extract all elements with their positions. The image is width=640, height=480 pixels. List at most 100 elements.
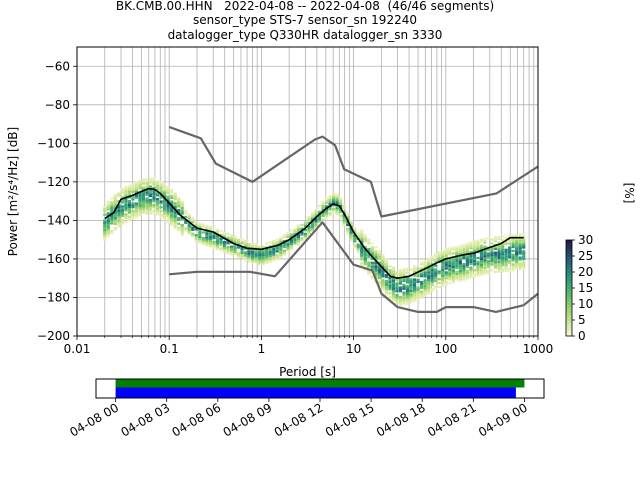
psd-density-cell	[384, 268, 389, 271]
psd-density-cell	[342, 210, 346, 213]
psd-density-cell	[163, 206, 167, 209]
psd-density-cell	[476, 260, 480, 263]
psd-density-cell	[198, 230, 202, 233]
psd-density-cell	[332, 196, 336, 199]
psd-density-cell	[381, 257, 385, 261]
psd-density-cell	[198, 224, 202, 227]
psd-density-cell	[434, 287, 438, 290]
psd-density-cell	[522, 240, 526, 243]
psd-density-cell	[346, 216, 350, 219]
psd-density-cell	[430, 278, 434, 281]
psd-density-cell	[289, 235, 293, 238]
psd-density-cell	[240, 238, 244, 241]
psd-density-cell	[205, 224, 209, 228]
psd-density-cell	[497, 270, 501, 273]
psd-density-cell	[384, 281, 389, 285]
psd-density-cell	[148, 181, 153, 184]
psd-density-cell	[293, 240, 297, 243]
psd-density-cell	[120, 187, 124, 191]
psd-density-cell	[486, 256, 491, 259]
psd-density-cell	[247, 243, 251, 246]
psd-density-cell	[504, 264, 508, 267]
psd-density-cell	[522, 232, 526, 236]
psd-density-cell	[500, 268, 505, 271]
psd-density-cell	[317, 216, 322, 219]
psd-density-cell	[500, 245, 505, 248]
psd-density-cell	[430, 284, 434, 287]
psd-density-cell	[226, 250, 230, 253]
psd-density-cell	[451, 248, 455, 251]
psd-density-cell	[155, 182, 160, 185]
psd-density-cell	[465, 248, 469, 251]
psd-density-cell	[222, 240, 227, 244]
psd-density-cell	[275, 238, 279, 241]
psd-density-cell	[134, 206, 139, 209]
psd-density-cell	[251, 244, 255, 247]
psd-density-cell	[490, 269, 494, 272]
psd-density-cell	[240, 249, 244, 253]
psd-density-cell	[497, 268, 501, 271]
psd-density-cell	[444, 267, 448, 270]
psd-density-cell	[166, 205, 170, 208]
psd-density-cell	[110, 197, 114, 200]
psd-density-cell	[363, 261, 367, 264]
psd-density-cell	[349, 229, 353, 232]
psd-density-cell	[384, 274, 389, 277]
psd-density-cell	[409, 280, 413, 283]
psd-density-cell	[134, 189, 139, 192]
psd-density-cell	[412, 268, 417, 272]
psd-density-cell	[479, 263, 484, 266]
psd-density-cell	[205, 236, 209, 239]
y-tick-label: −160	[37, 252, 70, 266]
psd-density-cell	[500, 252, 505, 256]
psd-density-cell	[412, 278, 417, 281]
psd-density-cell	[381, 254, 385, 257]
psd-density-cell	[177, 222, 181, 225]
psd-density-cell	[155, 207, 160, 210]
psd-density-cell	[476, 266, 480, 269]
psd-density-cell	[106, 221, 110, 225]
psd-density-cell	[363, 249, 367, 252]
psd-density-cell	[307, 233, 311, 236]
psd-density-cell	[240, 247, 244, 251]
psd-density-cell	[233, 246, 237, 250]
psd-density-cell	[155, 201, 160, 205]
psd-density-cell	[170, 210, 174, 213]
psd-density-cell	[479, 273, 484, 276]
psd-density-cell	[296, 228, 300, 231]
psd-density-cell	[391, 287, 396, 290]
psd-density-cell	[423, 286, 427, 290]
psd-density-cell	[511, 255, 515, 258]
psd-density-cell	[515, 247, 519, 250]
psd-density-cell	[434, 270, 438, 273]
psd-density-cell	[296, 226, 300, 229]
psd-density-cell	[441, 276, 445, 279]
psd-density-cell	[388, 280, 392, 283]
psd-density-cell	[448, 270, 452, 273]
psd-density-cell	[138, 179, 142, 182]
psd-density-cell	[191, 220, 195, 224]
psd-density-cell	[462, 270, 466, 274]
psd-density-cell	[155, 184, 160, 187]
psd-density-cell	[497, 262, 501, 266]
psd-density-cell	[458, 266, 462, 269]
psd-density-cell	[212, 246, 216, 249]
psd-density-cell	[497, 245, 501, 248]
psd-density-cell	[251, 261, 255, 265]
psd-density-cell	[493, 251, 498, 254]
psd-density-cell	[479, 256, 484, 259]
psd-density-cell	[427, 280, 431, 283]
psd-density-cell	[247, 254, 251, 257]
psd-density-cell	[391, 271, 396, 275]
psd-density-cell	[500, 258, 505, 261]
psd-density-cell	[444, 253, 448, 257]
psd-density-cell	[177, 228, 181, 231]
psd-density-cell	[360, 237, 364, 240]
psd-density-cell	[148, 185, 153, 188]
psd-density-cell	[293, 242, 297, 245]
psd-density-cell	[412, 288, 417, 291]
psd-density-cell	[511, 257, 515, 260]
psd-density-cell	[342, 220, 346, 223]
psd-density-cell	[360, 254, 364, 257]
psd-density-cell	[367, 240, 371, 243]
